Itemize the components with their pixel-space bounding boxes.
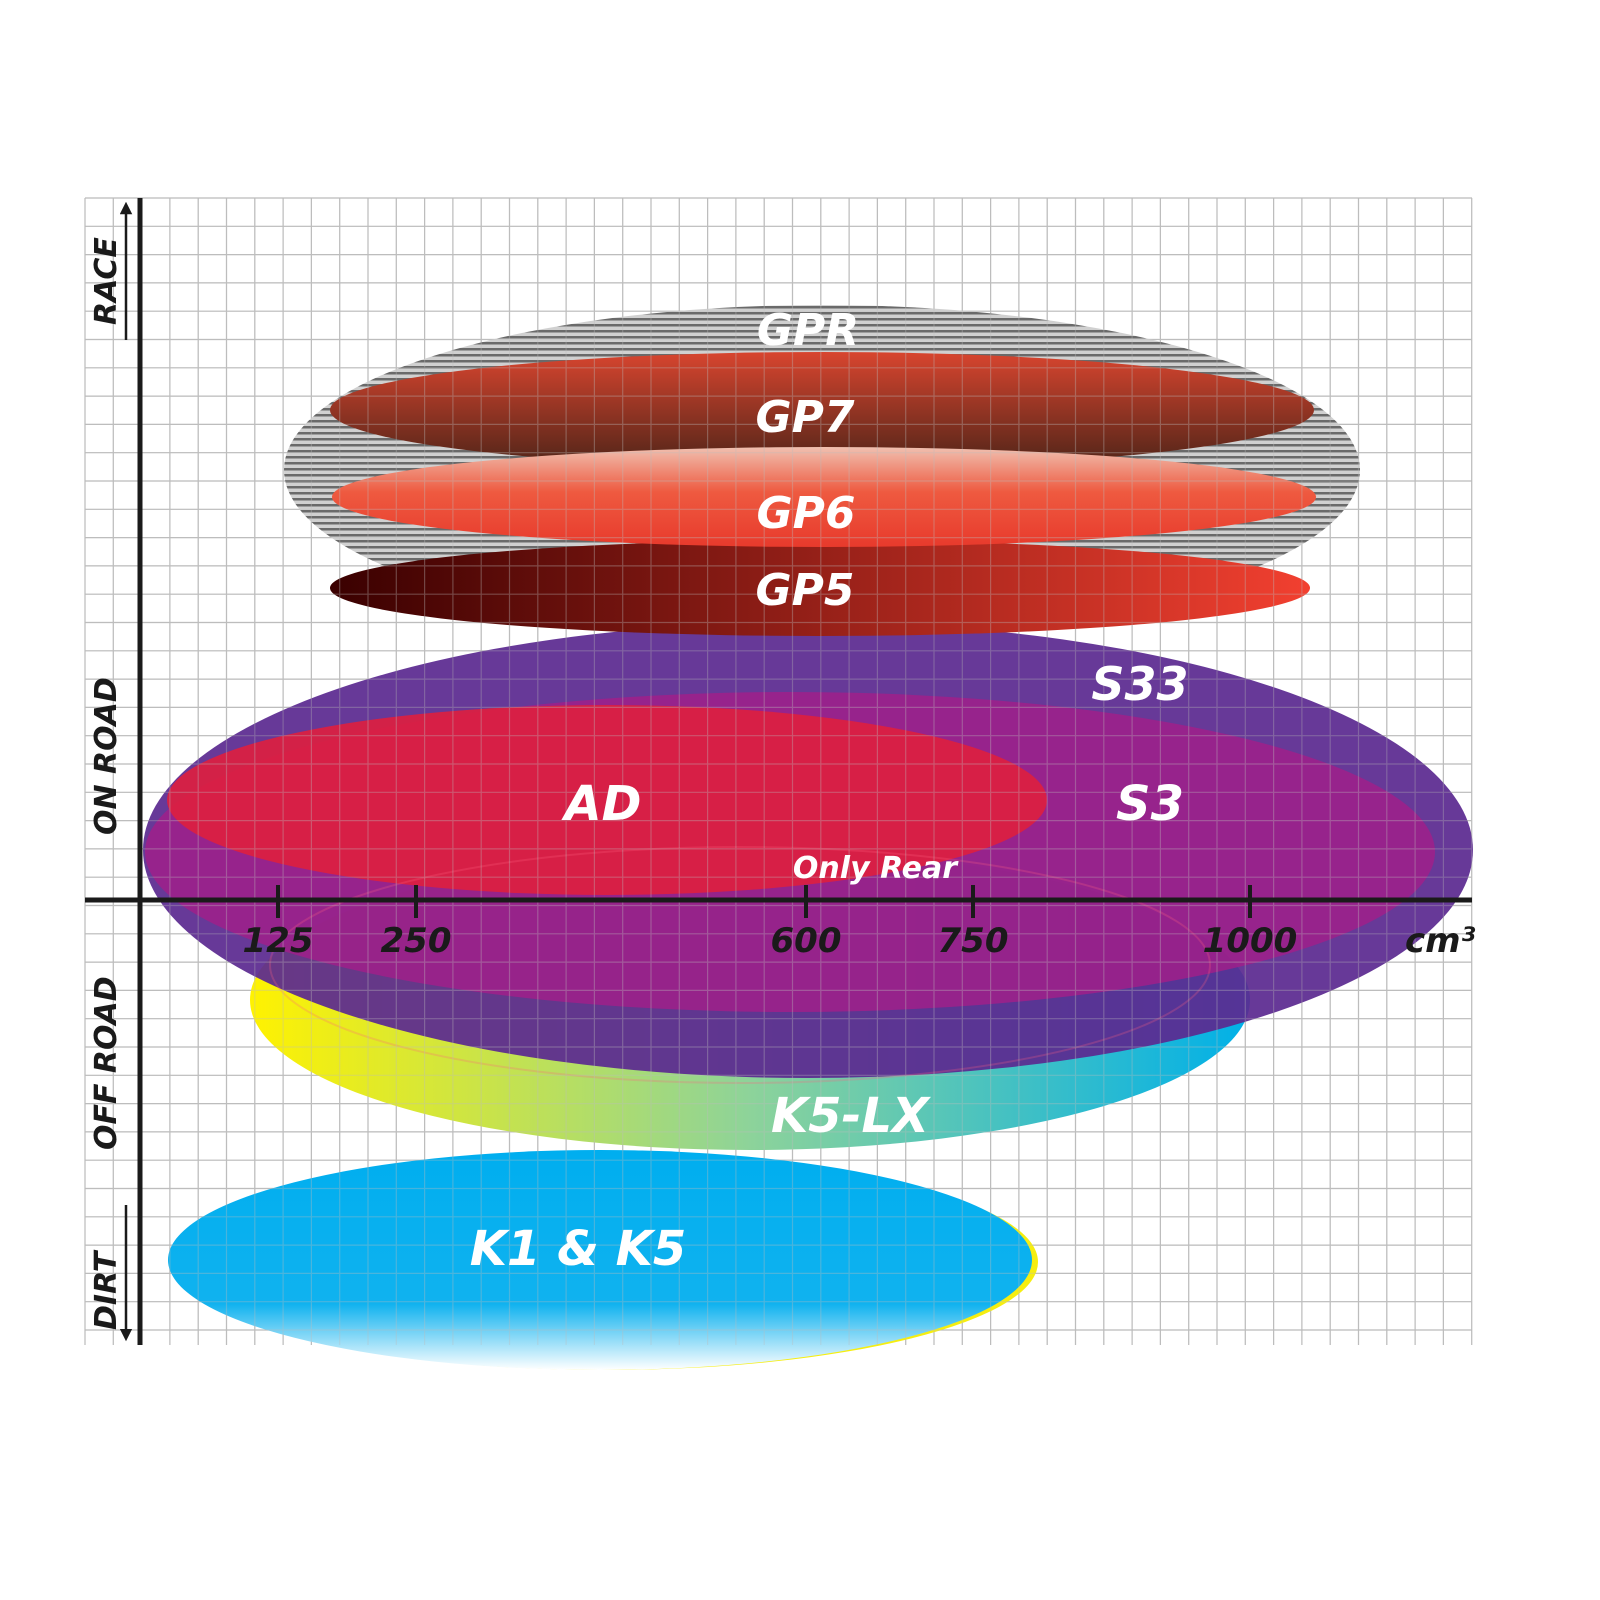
x-tick-label: 600 xyxy=(771,921,842,961)
annotation-only-rear: Only Rear xyxy=(793,851,959,886)
x-tick-label: 1000 xyxy=(1203,921,1298,961)
y-label-off-road: OFF ROAD xyxy=(89,976,124,1150)
label-s3: S3 xyxy=(1116,776,1184,832)
label-k5-lx: K5-LX xyxy=(771,1088,931,1144)
y-label-race: RACE xyxy=(89,237,124,325)
grid-overlay xyxy=(84,197,1473,1345)
label-k1-k5: K1 & K5 xyxy=(470,1221,686,1277)
axes: RACE ON ROAD OFF ROAD DIRT cm³ xyxy=(85,198,1476,1345)
tire-labels: GPR GP7 GP6 GP5 S33 S3 AD K5-LX K1 & K5 Only Rear xyxy=(470,305,1189,1277)
y-label-dirt: DIRT xyxy=(89,1249,124,1330)
ellipse-gp6 xyxy=(332,447,1316,547)
ellipse-ad xyxy=(167,705,1047,895)
label-gp7: GP7 xyxy=(756,392,855,443)
only-rear-region xyxy=(269,846,1211,1084)
label-gpr: GPR xyxy=(757,305,859,356)
label-s33: S33 xyxy=(1091,657,1188,711)
y-label-on-road: ON ROAD xyxy=(89,677,124,835)
x-tick-label: 250 xyxy=(381,921,452,961)
ellipse-gp7 xyxy=(330,352,1314,468)
x-ticks: 125 250 600 750 1000 xyxy=(243,885,1298,961)
label-gp6: GP6 xyxy=(757,488,856,539)
label-ad: AD xyxy=(561,776,642,832)
x-axis-unit: cm³ xyxy=(1405,921,1476,961)
ellipse-gp5 xyxy=(330,540,1310,636)
ellipse-k1-k5 xyxy=(168,1150,1032,1370)
label-gp5: GP5 xyxy=(756,565,855,616)
x-tick-label: 750 xyxy=(938,921,1009,961)
tire-ellipses xyxy=(143,305,1473,1370)
x-tick-label: 125 xyxy=(243,921,314,961)
